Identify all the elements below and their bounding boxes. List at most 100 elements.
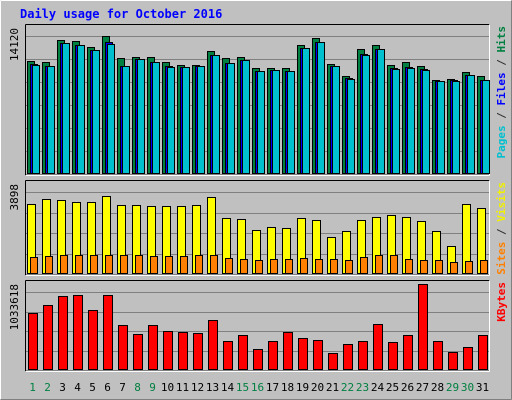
bar-sites-day-22 — [345, 260, 353, 274]
bar-sites-day-23 — [360, 257, 368, 274]
x-tick-day-31: 31 — [476, 381, 489, 394]
x-tick-day-5: 5 — [89, 381, 96, 394]
bar-pages-day-22 — [347, 79, 355, 174]
x-tick-day-21: 21 — [326, 381, 339, 394]
bar-pages-day-24 — [377, 49, 385, 174]
x-tick-day-20: 20 — [311, 381, 324, 394]
x-axis: 1 2 3 4 5 6 7 8 9 10 11 12 13 14 15 16 17 18 19 20 21 22 23 24 2… — [29, 381, 489, 394]
bar-sites-day-29 — [450, 262, 458, 274]
bar-pages-day-18 — [287, 71, 295, 174]
bar-sites-day-18 — [285, 259, 293, 274]
bar-kbytes-day-19 — [298, 338, 308, 370]
bar-kbytes-day-16 — [253, 349, 263, 370]
panel-legend: Sites / Visits — [495, 182, 508, 275]
bar-pages-day-2 — [47, 66, 55, 174]
panel-middle: 3898 Sites / Visits — [8, 180, 508, 276]
bar-kbytes-day-2 — [43, 305, 53, 370]
bar-kbytes-day-7 — [118, 325, 128, 370]
x-tick-day-8: 8 — [134, 381, 141, 394]
bar-pages-day-26 — [407, 68, 415, 174]
bar-kbytes-day-26 — [403, 335, 413, 370]
bar-pages-day-9 — [152, 62, 160, 174]
bar-pages-day-5 — [92, 50, 100, 174]
panel-legend: KBytes — [495, 282, 508, 322]
y-max-label: 3898 — [8, 184, 21, 211]
bar-kbytes-day-15 — [238, 335, 248, 370]
bar-pages-day-17 — [272, 70, 280, 174]
bar-kbytes-day-5 — [88, 310, 98, 370]
bar-kbytes-day-6 — [103, 295, 113, 370]
bar-kbytes-day-24 — [373, 324, 383, 370]
bar-sites-day-13 — [210, 255, 218, 274]
bar-pages-day-3 — [62, 43, 70, 174]
legend-item: KBytes — [495, 282, 508, 322]
bar-kbytes-day-25 — [388, 342, 398, 370]
x-tick-day-11: 11 — [176, 381, 189, 394]
x-tick-day-16: 16 — [251, 381, 264, 394]
bar-pages-day-20 — [317, 42, 325, 174]
x-tick-day-10: 10 — [161, 381, 174, 394]
x-tick-day-14: 14 — [221, 381, 235, 394]
bar-sites-day-5 — [90, 255, 98, 274]
bar-sites-day-10 — [165, 256, 173, 274]
bar-sites-day-21 — [330, 259, 338, 274]
x-tick-day-22: 22 — [341, 381, 354, 394]
x-tick-day-29: 29 — [446, 381, 459, 394]
bar-pages-day-21 — [332, 66, 340, 174]
bar-pages-day-10 — [167, 67, 175, 174]
bar-sites-day-24 — [375, 255, 383, 274]
legend-item: Sites — [495, 242, 508, 275]
bar-kbytes-day-3 — [58, 296, 68, 370]
x-tick-day-2: 2 — [44, 381, 51, 394]
bar-kbytes-day-21 — [328, 353, 338, 370]
bar-pages-day-12 — [197, 66, 205, 174]
bar-sites-day-16 — [255, 260, 263, 274]
x-tick-day-19: 19 — [296, 381, 309, 394]
x-tick-day-24: 24 — [371, 381, 385, 394]
bar-sites-day-7 — [120, 255, 128, 274]
y-max-label: 1033618 — [8, 284, 21, 330]
bar-sites-day-26 — [405, 259, 413, 274]
bar-kbytes-day-31 — [478, 335, 488, 370]
x-tick-day-17: 17 — [266, 381, 279, 394]
bar-kbytes-day-12 — [193, 333, 203, 370]
bar-kbytes-day-27 — [418, 284, 428, 370]
legend-item: Visits — [495, 182, 508, 222]
bar-sites-day-3 — [60, 255, 68, 274]
bar-pages-day-15 — [242, 60, 250, 174]
x-tick-day-3: 3 — [59, 381, 66, 394]
legend-item: / — [495, 106, 508, 126]
bar-kbytes-day-30 — [463, 347, 473, 370]
bar-sites-day-9 — [150, 256, 158, 274]
bar-pages-day-8 — [137, 59, 145, 174]
bar-kbytes-day-9 — [148, 325, 158, 370]
bar-sites-day-4 — [75, 255, 83, 274]
x-tick-day-28: 28 — [431, 381, 444, 394]
x-tick-day-13: 13 — [206, 381, 219, 394]
bar-pages-day-29 — [452, 81, 460, 174]
x-tick-day-27: 27 — [416, 381, 429, 394]
bar-pages-day-13 — [212, 55, 220, 174]
x-tick-day-15: 15 — [236, 381, 249, 394]
y-max-label: 14120 — [8, 28, 21, 61]
bar-sites-day-30 — [465, 261, 473, 274]
bar-sites-day-17 — [270, 259, 278, 274]
x-tick-day-1: 1 — [29, 381, 36, 394]
bar-kbytes-day-11 — [178, 332, 188, 370]
legend-item: Hits — [495, 26, 508, 53]
bar-kbytes-day-18 — [283, 332, 293, 370]
bar-pages-day-6 — [107, 44, 115, 174]
bar-kbytes-day-22 — [343, 344, 353, 370]
chart-panels: 14120 Pages / Files / Hits 3898 Sites / Vis… — [8, 24, 508, 372]
x-tick-day-23: 23 — [356, 381, 369, 394]
bar-kbytes-day-4 — [73, 295, 83, 370]
bar-kbytes-day-17 — [268, 341, 278, 370]
legend-item: Files — [495, 72, 508, 105]
bar-pages-day-25 — [392, 69, 400, 174]
bar-sites-day-14 — [225, 258, 233, 274]
x-tick-day-26: 26 — [401, 381, 414, 394]
chart-title: Daily usage for October 2016 — [20, 7, 222, 21]
bar-pages-day-7 — [122, 66, 130, 174]
bar-kbytes-day-29 — [448, 352, 458, 370]
